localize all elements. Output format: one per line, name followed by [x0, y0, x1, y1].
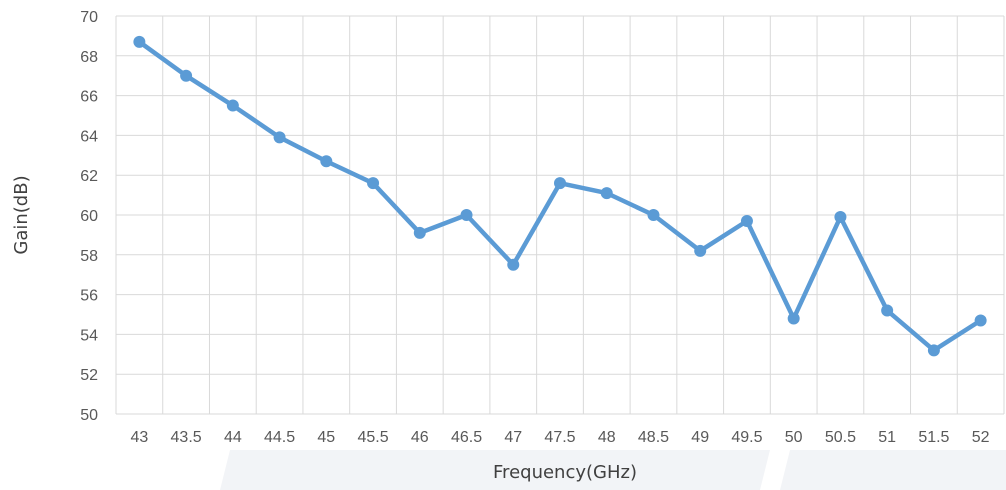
- x-axis-ticks: 43 43.5 44 44.5 45 45.5 46 46.5 47 47.5 48 48.5 49 49…: [130, 429, 989, 446]
- x-tick-label: 44: [224, 429, 242, 446]
- data-point: [881, 304, 894, 317]
- data-point: [927, 344, 940, 357]
- x-tick-label: 45: [317, 429, 335, 446]
- y-tick-label: 64: [80, 128, 98, 145]
- x-tick-label: 48.5: [638, 429, 669, 446]
- data-point: [787, 312, 800, 325]
- x-tick-label: 43.5: [171, 429, 202, 446]
- data-point: [273, 131, 286, 144]
- data-point: [647, 209, 660, 221]
- x-tick-label: 43: [130, 429, 148, 446]
- x-tick-label: 51.5: [918, 429, 949, 446]
- x-axis-title: Frequency(GHz): [493, 462, 637, 483]
- data-point: [554, 177, 566, 190]
- y-tick-label: 60: [80, 208, 98, 225]
- data-point: [413, 226, 426, 239]
- bg-stripe: [780, 450, 1006, 490]
- x-tick-label: 48: [598, 429, 616, 446]
- y-axis-ticks: 50 52 54 56 58 60 62 64 66 68 70: [80, 9, 98, 424]
- x-tick-label: 47: [504, 429, 522, 446]
- x-tick-label: 46.5: [451, 429, 482, 446]
- x-tick-label: 50: [785, 429, 803, 446]
- grid-lines: [115, 15, 1005, 415]
- x-tick-label: 49.5: [731, 429, 762, 446]
- data-point: [507, 258, 520, 271]
- data-point: [740, 214, 753, 227]
- y-tick-label: 54: [80, 327, 98, 344]
- x-tick-label: 50.5: [825, 429, 856, 446]
- data-point: [367, 177, 380, 190]
- y-tick-label: 66: [80, 89, 98, 106]
- series-gain: [133, 35, 987, 357]
- data-point: [834, 210, 847, 223]
- x-tick-label: 51: [878, 429, 896, 446]
- data-point: [600, 187, 613, 200]
- data-point: [180, 69, 193, 82]
- y-tick-label: 62: [80, 168, 98, 185]
- data-point: [694, 244, 707, 257]
- y-tick-label: 56: [80, 288, 98, 305]
- x-tick-label: 52: [972, 429, 990, 446]
- x-tick-label: 44.5: [264, 429, 295, 446]
- y-tick-label: 68: [80, 49, 98, 66]
- data-point: [133, 35, 146, 48]
- x-tick-label: 47.5: [544, 429, 575, 446]
- data-point: [320, 155, 333, 168]
- data-point: [460, 209, 473, 221]
- data-point: [226, 99, 239, 112]
- background-watermark-stripes: [220, 450, 1006, 490]
- y-tick-label: 52: [80, 367, 98, 384]
- x-tick-label: 49: [691, 429, 709, 446]
- y-tick-label: 50: [80, 407, 98, 424]
- data-point: [974, 314, 987, 327]
- y-tick-label: 70: [80, 9, 98, 26]
- y-tick-label: 58: [80, 248, 98, 265]
- x-tick-label: 46: [411, 429, 429, 446]
- x-tick-label: 45.5: [357, 429, 388, 446]
- bg-stripe: [220, 450, 770, 490]
- y-axis-title: Gain(dB): [11, 175, 32, 254]
- series-line: [137, 39, 983, 353]
